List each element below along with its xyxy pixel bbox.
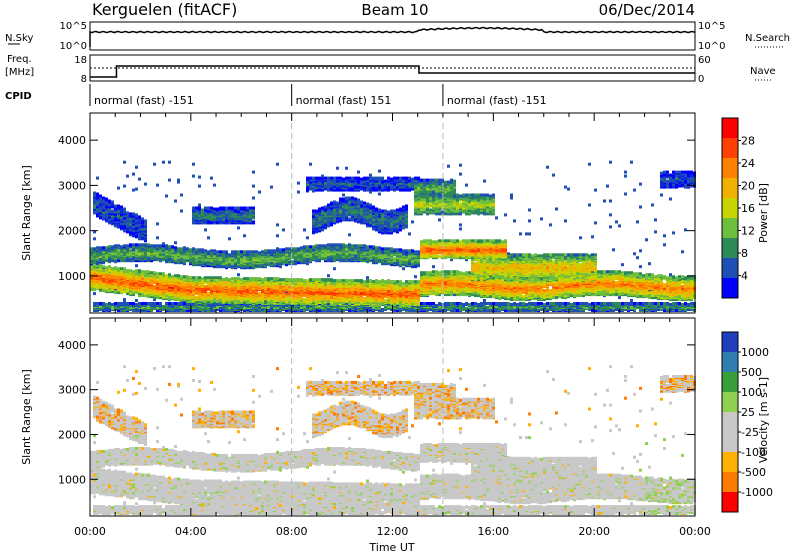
velocity-colorbar-tick: 1000 xyxy=(741,346,769,359)
power-heatmap xyxy=(90,160,696,313)
y-tick-label: 4000 xyxy=(58,339,86,352)
velocity-colorbar-swatch xyxy=(722,492,738,512)
velocity-colorbar-label: Velocity [m s-1] xyxy=(757,377,770,463)
power-ylabel: Slant Range [km] xyxy=(20,165,33,261)
velocity-colorbar-swatch xyxy=(722,452,738,472)
power-colorbar-swatch xyxy=(722,178,738,198)
velocity-axes: 1000 2000 3000 4000 xyxy=(58,318,696,516)
velocity-colorbar-tick: 100 xyxy=(741,386,762,399)
velocity-colorbar-swatch xyxy=(722,352,738,372)
freq-label-1: Freq. xyxy=(7,54,32,65)
freq-label-2: [MHz] xyxy=(5,67,34,78)
freq-panel: Freq. [MHz] 18 8 60 0 Nave CPID xyxy=(5,54,776,102)
velocity-colorbar-tick: 25 xyxy=(741,406,755,419)
power-colorbar-swatch xyxy=(722,138,738,158)
power-colorbar-tick: 16 xyxy=(741,202,755,215)
velocity-colorbar-swatch xyxy=(722,372,738,392)
freq-trace xyxy=(90,65,695,78)
nsky-panel: N.Sky 10^5 10^0 10^5 10^0 N.Search xyxy=(5,21,790,52)
velocity-colorbar-tick: -500 xyxy=(741,466,766,479)
velocity-colorbar-swatch xyxy=(722,472,738,492)
power-colorbar-swatch xyxy=(722,198,738,218)
x-axis-label: Time UT xyxy=(368,541,414,554)
x-tick-label: 08:00 xyxy=(276,525,308,538)
nave-tick-bottom: 0 xyxy=(698,74,704,85)
power-colorbar-tick: 8 xyxy=(741,247,748,260)
power-colorbar-tick: 28 xyxy=(741,135,755,148)
power-colorbar-label: Power [dB] xyxy=(757,183,770,243)
cpid-segment-label: normal (fast) -151 xyxy=(94,94,194,107)
x-tick-label: 00:00 xyxy=(74,525,106,538)
power-colorbar: 4 8 12 16 20 24 28 xyxy=(721,117,755,299)
power-colorbar-swatch xyxy=(722,218,738,238)
x-tick-label: 12:00 xyxy=(377,525,409,538)
velocity-ylabel: Slant Range [km] xyxy=(20,369,33,465)
power-colorbar-swatch xyxy=(722,258,738,278)
nsearch-tick-bottom: 10^0 xyxy=(698,41,725,52)
freq-tick-bottom: 8 xyxy=(81,74,87,85)
y-tick-label: 1000 xyxy=(58,473,86,486)
freq-tick-top: 18 xyxy=(74,55,87,66)
velocity-panel: 1000 2000 3000 4000 Slant Range [km] xyxy=(20,317,696,517)
velocity-heatmap xyxy=(90,365,696,516)
velocity-colorbar-tick: -100 xyxy=(741,446,766,459)
cpid-label: CPID xyxy=(5,91,32,102)
station-title: Kerguelen (fitACF) xyxy=(92,0,237,19)
nsky-trace xyxy=(89,26,696,47)
velocity-colorbar: 1000 500 100 25 -25 -100 -500 -1000 xyxy=(721,331,773,513)
nsky-tick-top: 10^5 xyxy=(60,21,87,32)
power-colorbar-swatch xyxy=(722,118,738,138)
x-tick-label: 00:00 xyxy=(679,525,711,538)
x-axis-ticks: 00:00 04:00 08:00 12:00 16:00 20:00 00:00 xyxy=(74,525,711,538)
power-colorbar-tick: 20 xyxy=(741,180,755,193)
nsky-tick-bottom: 10^0 xyxy=(60,41,87,52)
power-colorbar-swatch xyxy=(722,278,738,298)
velocity-colorbar-tick: -25 xyxy=(741,426,759,439)
velocity-colorbar-swatch xyxy=(722,392,738,412)
y-tick-label: 2000 xyxy=(58,428,86,441)
y-tick-label: 4000 xyxy=(58,134,86,147)
cpid-segment-label: normal (fast) -151 xyxy=(447,94,547,107)
date-title: 06/Dec/2014 xyxy=(599,1,695,19)
power-colorbar-tick: 24 xyxy=(741,157,755,170)
nsearch-tick-top: 10^5 xyxy=(698,21,725,32)
cpid-segment-label: normal (fast) 151 xyxy=(296,94,392,107)
y-tick-label: 1000 xyxy=(58,270,86,283)
power-colorbar-tick: 4 xyxy=(741,270,748,283)
y-tick-label: 3000 xyxy=(58,384,86,397)
velocity-colorbar-swatch xyxy=(722,332,738,352)
nave-tick-top: 60 xyxy=(698,55,711,66)
cpid-row: normal (fast) -151 normal (fast) 151 norma… xyxy=(89,84,547,107)
nsky-label: N.Sky xyxy=(5,33,33,44)
nsearch-label: N.Search xyxy=(745,33,790,44)
velocity-colorbar-tick: 500 xyxy=(741,366,762,379)
power-colorbar-tick: 12 xyxy=(741,225,755,238)
x-tick-label: 20:00 xyxy=(578,525,610,538)
y-tick-label: 2000 xyxy=(58,225,86,238)
nave-label: Nave xyxy=(750,66,776,77)
x-tick-label: 04:00 xyxy=(175,525,207,538)
power-colorbar-swatch xyxy=(722,238,738,258)
beam-title: Beam 10 xyxy=(361,1,428,19)
velocity-colorbar-swatch xyxy=(722,432,738,452)
power-panel: 1000 2000 3000 4000 Slant Range [km] xyxy=(20,112,696,314)
power-axes: 1000 2000 3000 4000 xyxy=(58,113,696,313)
velocity-colorbar-tick: -1000 xyxy=(741,486,773,499)
velocity-colorbar-swatch xyxy=(722,412,738,432)
power-colorbar-swatch xyxy=(722,158,738,178)
x-tick-label: 16:00 xyxy=(477,525,509,538)
y-tick-label: 3000 xyxy=(58,179,86,192)
